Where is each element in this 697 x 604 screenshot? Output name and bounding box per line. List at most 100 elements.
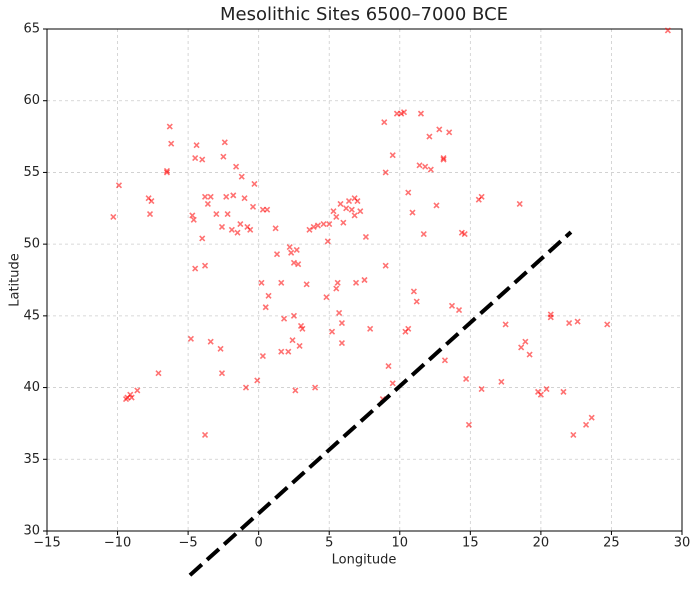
point: [290, 259, 298, 266]
point: [199, 156, 206, 163]
point: [465, 421, 472, 428]
point: [163, 169, 171, 176]
x-tick-label: 0: [255, 536, 263, 551]
point: [588, 414, 595, 421]
point: [385, 362, 392, 370]
point: [285, 348, 292, 355]
point: [340, 219, 347, 226]
point: [440, 156, 447, 163]
point: [163, 167, 171, 175]
point: [168, 140, 175, 147]
point: [547, 314, 554, 321]
point: [286, 243, 293, 251]
point: [292, 387, 299, 394]
point: [201, 431, 209, 438]
point: [221, 139, 228, 146]
point: [190, 216, 197, 223]
point: [265, 292, 272, 299]
point: [420, 231, 427, 238]
point: [357, 208, 364, 215]
point: [224, 210, 231, 218]
x-tick-label: −5: [179, 536, 198, 551]
point: [262, 304, 269, 311]
point: [381, 119, 388, 126]
point: [134, 387, 141, 394]
point: [115, 182, 123, 189]
point: [192, 265, 199, 272]
point: [334, 279, 341, 286]
point: [324, 238, 331, 245]
point: [258, 279, 265, 286]
point: [249, 203, 257, 210]
point: [336, 309, 343, 317]
y-tick-label: 60: [23, 93, 40, 108]
point: [382, 262, 389, 269]
point: [354, 198, 361, 205]
point: [516, 200, 523, 208]
point: [148, 198, 155, 205]
point: [234, 229, 241, 236]
point: [338, 340, 345, 347]
point: [426, 133, 433, 140]
point: [281, 315, 288, 322]
x-tick-label: −10: [104, 536, 131, 551]
point: [400, 109, 408, 116]
point: [455, 307, 463, 314]
point: [187, 335, 194, 342]
x-tick-label: 15: [462, 536, 479, 551]
point: [204, 200, 211, 208]
point: [166, 123, 173, 130]
point: [413, 298, 420, 305]
point: [664, 27, 671, 34]
point: [440, 155, 447, 162]
point: [299, 325, 306, 332]
point: [296, 342, 303, 350]
point: [566, 319, 573, 327]
point: [410, 288, 417, 295]
point: [293, 246, 300, 253]
point: [193, 142, 200, 149]
point: [146, 210, 154, 218]
y-tick-label: 40: [23, 380, 40, 395]
point: [416, 162, 423, 169]
x-tick-label: 25: [603, 536, 620, 551]
point: [264, 206, 271, 213]
point: [192, 155, 199, 162]
x-tick-label: 30: [674, 536, 691, 551]
y-tick-label: 65: [23, 22, 40, 37]
point: [218, 223, 226, 230]
point: [199, 235, 206, 242]
point: [389, 380, 396, 387]
plot-frame: [46, 28, 683, 532]
point: [405, 189, 412, 196]
point: [110, 213, 117, 220]
point: [223, 193, 230, 200]
point: [345, 198, 353, 205]
point: [278, 279, 285, 286]
y-axis-label: Latitude: [8, 253, 23, 307]
point: [352, 279, 360, 286]
point: [343, 205, 350, 212]
point: [337, 200, 344, 208]
chart-title: Mesolithic Sites 6500–7000 BCE: [220, 4, 508, 25]
point: [233, 163, 240, 170]
point: [570, 431, 577, 438]
point: [351, 212, 358, 219]
point: [526, 351, 533, 358]
point: [543, 385, 550, 393]
point: [306, 226, 313, 233]
point: [330, 208, 337, 215]
y-tick-label: 30: [23, 524, 40, 539]
point: [522, 338, 529, 345]
point: [478, 193, 485, 200]
point: [207, 338, 214, 345]
point: [189, 212, 196, 219]
point: [278, 348, 285, 355]
y-tick-label: 45: [23, 308, 40, 323]
x-tick-label: 5: [325, 536, 333, 551]
point: [361, 276, 368, 284]
point: [389, 152, 396, 159]
point: [328, 328, 336, 335]
point: [333, 213, 340, 220]
